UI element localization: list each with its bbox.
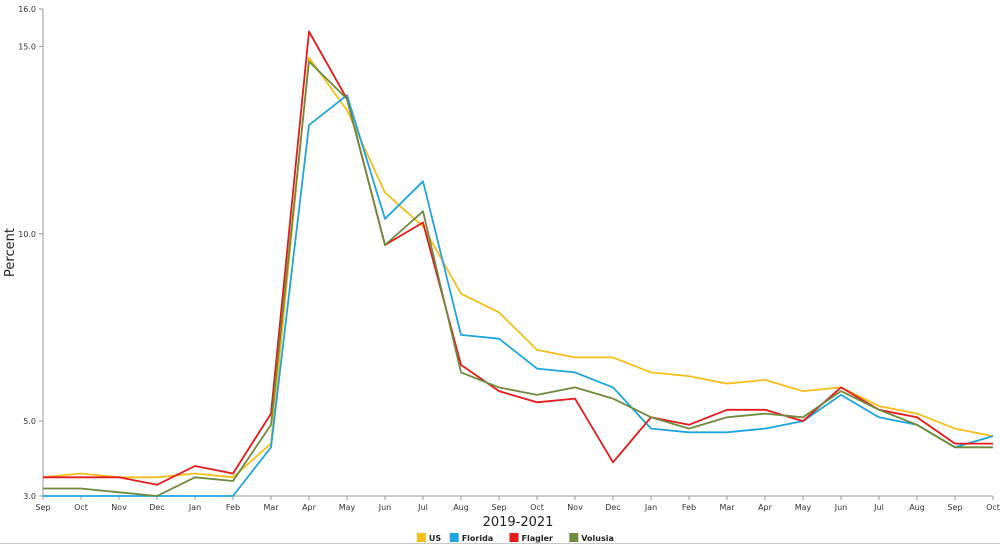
y-tick-label: 5.0 — [23, 417, 36, 426]
legend-swatch-us — [416, 533, 426, 542]
y-axis-ticks: 3.0 5.0 10.0 15.0 16.0 — [18, 5, 43, 501]
legend-swatch-volusia — [569, 533, 579, 542]
x-tick-label: Dec — [605, 503, 620, 512]
y-tick-label: 10.0 — [18, 230, 36, 239]
y-tick-label: 3.0 — [23, 492, 36, 501]
x-tick-label: Oct — [986, 503, 1000, 512]
series-line-us — [42, 56, 994, 479]
series-lines — [42, 30, 994, 497]
legend-swatch-flagler — [509, 533, 519, 542]
bottom-divider — [0, 543, 1000, 544]
x-tick-label: May — [795, 503, 812, 512]
x-tick-label: Dec — [149, 503, 164, 512]
legend-label-florida: Florida — [462, 534, 494, 543]
chart-legend: US Florida Flagler Volusia — [416, 533, 614, 543]
x-tick-label: Sep — [35, 503, 50, 512]
x-axis-label: 2019-2021 — [483, 515, 554, 530]
x-tick-label: Feb — [226, 503, 240, 512]
x-tick-label: Jun — [378, 503, 392, 512]
series-line-volusia — [43, 60, 993, 497]
y-axis-label: Percent — [3, 228, 18, 277]
x-tick-label: Aug — [453, 503, 469, 512]
y-tick-label: 16.0 — [18, 5, 36, 14]
x-tick-label: Oct — [74, 503, 88, 512]
x-tick-label: Apr — [758, 503, 773, 512]
x-tick-label: Oct — [530, 503, 544, 512]
legend-label-flagler: Flagler — [522, 534, 554, 543]
x-tick-label: Mar — [719, 503, 735, 512]
x-tick-label: Jul — [417, 503, 428, 512]
x-tick-label: Apr — [302, 503, 317, 512]
x-tick-label: Mar — [263, 503, 279, 512]
x-tick-label: Nov — [567, 503, 583, 512]
legend-swatch-florida — [449, 533, 459, 542]
legend-label-volusia: Volusia — [581, 534, 614, 543]
x-tick-label: Sep — [947, 503, 962, 512]
x-tick-label: Jan — [644, 503, 657, 512]
x-tick-label: Jun — [834, 503, 848, 512]
x-tick-label: May — [339, 503, 356, 512]
y-tick-label: 15.0 — [18, 42, 36, 51]
chart-axes — [42, 9, 993, 497]
x-tick-label: Sep — [491, 503, 506, 512]
x-axis-ticks: Sep Oct Nov Dec Jan Feb Mar Apr May Jun Jul Aug Sep O… — [35, 496, 1000, 512]
x-tick-label: Jul — [873, 503, 884, 512]
series-line-flagler — [43, 30, 993, 486]
legend-label-us: US — [429, 534, 441, 543]
x-tick-label: Nov — [111, 503, 127, 512]
series-line-florida — [43, 94, 994, 497]
x-tick-label: Aug — [909, 503, 925, 512]
x-tick-label: Jan — [188, 503, 201, 512]
x-tick-label: Feb — [682, 503, 696, 512]
